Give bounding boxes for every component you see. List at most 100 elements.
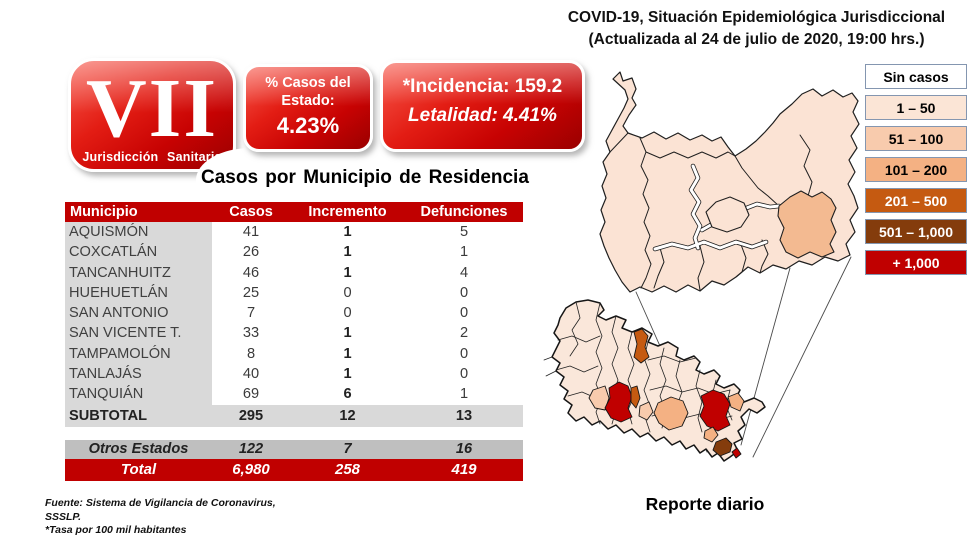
cell-casos: 122: [212, 440, 290, 459]
cell-defunciones: 0: [459, 305, 469, 322]
percent-cases-box: % Casos del Estado: 4.23%: [243, 64, 373, 152]
map-svg: [543, 71, 860, 462]
state-map: [543, 299, 766, 462]
map-legend: Sin casos 1 – 50 51 – 100 101 – 200 201 – 50…: [865, 64, 967, 281]
cell-defunciones: 5: [459, 224, 469, 240]
cell-incremento: 1: [343, 264, 352, 281]
percent-value: 4.23%: [276, 113, 340, 138]
legend-item: 501 – 1,000: [865, 219, 967, 244]
cell-defunciones: 0: [459, 366, 469, 383]
cell-incremento: 1: [343, 325, 352, 342]
table-row: TAMPAMOLÓN 8 1 0: [65, 343, 523, 365]
incidence-box: *Incidencia: 159.2 Letalidad: 4.41%: [380, 60, 585, 152]
cell-defunciones: 13: [405, 404, 523, 427]
cell-municipio: SAN VICENTE T.: [65, 323, 212, 344]
badge-label: Jurisdicción Sanitaria: [82, 150, 222, 164]
cell-incremento: 258: [290, 459, 405, 481]
cell-municipio: HUEHUETLÁN: [65, 282, 212, 304]
cell-municipio: AQUISMÓN: [65, 222, 212, 243]
cell-municipio: SAN ANTONIO: [65, 303, 212, 324]
cell-municipio: SUBTOTAL: [65, 404, 212, 427]
rate-note: *Tasa por 100 mil habitantes: [45, 524, 187, 536]
cell-casos: 46: [242, 264, 260, 281]
source-note: Fuente: Sistema de Vigilancia de Coronav…: [45, 497, 276, 538]
table-header: Municipio Casos Incremento Defunciones: [65, 202, 523, 222]
table-row: SAN VICENTE T. 33 1 2: [65, 323, 523, 344]
cell-incremento: 7: [290, 440, 405, 459]
cell-defunciones: 4: [459, 264, 469, 281]
cell-casos: 25: [242, 284, 260, 301]
lethality-text: Letalidad: 4.41%: [408, 105, 557, 126]
table-row: HUEHUETLÁN 25 0 0: [65, 282, 523, 304]
cases-table: Municipio Casos Incremento Defunciones A…: [65, 202, 523, 427]
table-row: AQUISMÓN 41 1 5: [65, 222, 523, 243]
table-row: SAN ANTONIO 7 0 0: [65, 303, 523, 324]
cell-incremento: 12: [290, 404, 405, 427]
header-cell-municipio: Municipio: [65, 202, 212, 222]
cell-defunciones: 16: [405, 440, 523, 459]
legend-item: 51 – 100: [865, 126, 967, 151]
cell-incremento: 1: [343, 345, 352, 362]
cell-defunciones: 2: [459, 325, 469, 342]
cell-incremento: 1: [343, 366, 352, 383]
cell-casos: 40: [242, 366, 260, 383]
header-cell-incremento: Incremento: [290, 202, 405, 222]
legend-item: Sin casos: [865, 64, 967, 89]
source-note-line1: Fuente: Sistema de Vigilancia de Coronav…: [45, 497, 276, 509]
header-cell-defunciones: Defunciones: [405, 202, 523, 222]
jurisdiction-map: [599, 71, 860, 293]
source-note-line2: SSSLP.: [45, 510, 81, 523]
cell-incremento: 0: [343, 284, 352, 301]
title-line-1: COVID-19, Situación Epidemiológica Juris…: [567, 9, 946, 26]
legend-item: 201 – 500: [865, 188, 967, 213]
cell-casos: 69: [242, 386, 260, 403]
table-body: AQUISMÓN 41 1 5 COXCATLÁN 26 1 1 TANCANHUITZ 46 1 4…: [65, 222, 523, 427]
magnifier-line: [740, 267, 791, 446]
cell-casos: 26: [242, 244, 260, 261]
percent-label-line2: Estado:: [281, 93, 335, 109]
cell-municipio: TANLAJÁS: [65, 364, 212, 385]
table-title: Casos por Municipio de Residencia: [201, 167, 529, 188]
header-cell-casos: Casos: [212, 202, 290, 222]
cell-casos: 7: [246, 305, 256, 322]
highlighted-municipality: [777, 190, 837, 259]
cell-defunciones: 0: [459, 284, 469, 301]
cell-municipio: Total: [65, 459, 212, 481]
cell-casos: 6,980: [212, 459, 290, 481]
jurisdiction-badge: VII Jurisdicción Sanitaria: [68, 58, 236, 172]
legend-item: 101 – 200: [865, 157, 967, 182]
table-row: TANQUIÁN 69 6 1: [65, 384, 523, 405]
cell-defunciones: 0: [459, 345, 469, 362]
report-title: COVID-19, Situación Epidemiológica Juris…: [540, 7, 973, 51]
subtotal-row: SUBTOTAL 295 12 13: [65, 404, 523, 427]
badge-roman-numeral: VII: [85, 62, 219, 155]
cell-defunciones: 419: [405, 459, 523, 481]
percent-label-line1: % Casos del: [265, 75, 351, 91]
table-row: COXCATLÁN 26 1 1: [65, 242, 523, 263]
content-card: [196, 148, 556, 243]
cell-casos: 295: [212, 404, 290, 427]
cell-municipio: TANQUIÁN: [65, 384, 212, 405]
table-row: TANCANHUITZ 46 1 4: [65, 262, 523, 283]
cell-defunciones: 1: [459, 244, 469, 261]
cell-incremento: 6: [343, 386, 352, 403]
cell-casos: 33: [242, 325, 260, 342]
map-caption: Reporte diario: [645, 494, 765, 514]
legend-item: + 1,000: [865, 250, 967, 275]
cell-incremento: 1: [343, 224, 352, 240]
cell-incremento: 0: [343, 305, 352, 322]
cell-municipio: TAMPAMOLÓN: [65, 343, 212, 365]
cell-municipio: Otros Estados: [65, 440, 212, 459]
legend-item: 1 – 50: [865, 95, 967, 120]
title-line-2: (Actualizada al 24 de julio de 2020, 19:…: [588, 31, 925, 48]
otros-estados-row: Otros Estados 122 7 16: [65, 440, 523, 459]
incidence-text: *Incidencia: 159.2: [402, 76, 563, 97]
magnifier-line: [752, 256, 852, 458]
cell-casos: 8: [246, 345, 256, 362]
cell-municipio: TANCANHUITZ: [65, 262, 212, 283]
cell-municipio: COXCATLÁN: [65, 242, 212, 263]
cell-defunciones: 1: [459, 386, 469, 403]
table-row: TANLAJÁS 40 1 0: [65, 364, 523, 385]
total-row: Total 6,980 258 419: [65, 459, 523, 481]
